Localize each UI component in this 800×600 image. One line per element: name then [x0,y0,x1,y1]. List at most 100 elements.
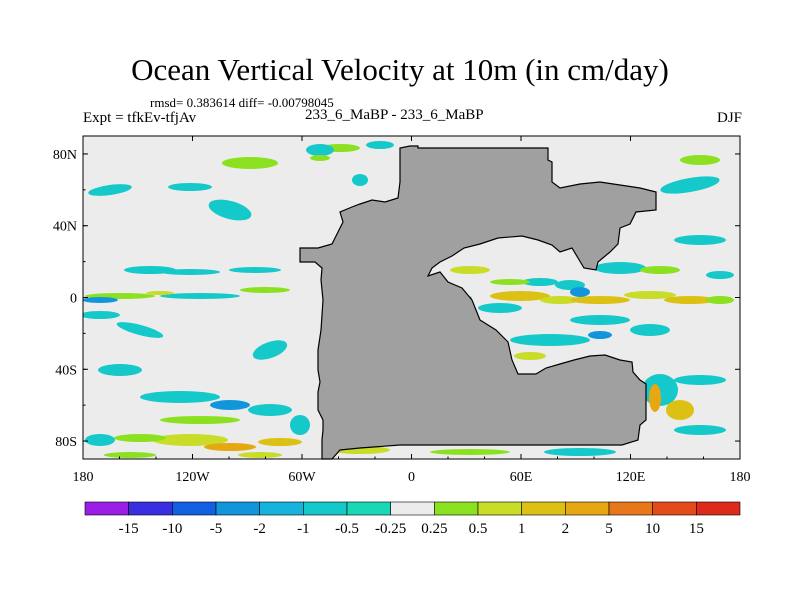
case-label: 233_6_MaBP - 233_6_MaBP [305,107,484,123]
colorbar-swatch [84,501,129,516]
anomaly-patch [83,311,120,319]
colorbar-swatch [608,501,653,516]
anomaly-patch [588,331,612,339]
anomaly-patch [114,434,166,442]
anomaly-patch [544,448,616,456]
anomaly-patch [160,293,240,299]
y-tick-label: 0 [70,292,77,307]
anomaly-patch [222,157,278,169]
colorbar-swatch [303,501,348,516]
anomaly-patch [660,176,720,194]
colorbar-label: 0.5 [469,521,488,537]
anomaly-patch [88,184,132,196]
season-label: DJF [716,110,742,126]
anomaly-patch [146,291,174,295]
anomaly-patch [594,262,646,274]
anomaly-patch [570,296,630,304]
colorbar-swatch [259,501,304,516]
anomaly-patch [290,415,310,435]
colorbar-label: -5 [210,521,223,537]
anomaly-patch [310,155,330,161]
anomaly-patch [248,404,292,416]
anomaly-patch [85,434,115,446]
colorbar-swatch [390,501,435,516]
anomaly-patch [140,391,220,403]
anomaly-patch [98,364,142,376]
anomaly-patch [490,291,550,301]
colorbar-swatch [652,501,697,516]
stats-label: rmsd= 0.383614 diff= -0.00798045 [150,95,334,110]
anomaly-patch [210,400,250,410]
anomaly-patch [430,449,510,455]
colorbar-label: 2 [562,521,570,537]
anomaly-patch [258,438,302,446]
colorbar-label: -0.25 [375,521,406,537]
plot-area [83,136,740,460]
colorbar-swatch [128,501,173,516]
colorbar-label: 10 [645,521,660,537]
colorbar-swatch [346,501,391,516]
anomaly-patch [160,416,240,424]
anomaly-patch [624,291,676,299]
y-axis: 80N 40N 0 40S 80S [53,148,740,450]
colorbar-label: 1 [518,521,526,537]
anomaly-patch [306,144,334,156]
x-axis: 180 120W 60W 0 60E 120E 180 [73,136,751,485]
anomaly-patch [674,425,726,435]
x-tick-label: 60W [288,470,316,485]
anomaly-patch [706,296,734,304]
anomaly-patch [478,303,522,313]
anomaly-patch [240,287,290,293]
x-tick-label: 0 [408,470,415,485]
colorbar-label: 0.25 [421,521,447,537]
anomaly-patch [204,443,256,451]
anomaly-patch [680,155,720,165]
colorbar-label: -10 [162,521,182,537]
x-tick-label: 60E [510,470,533,485]
anomaly-patch [252,340,288,360]
anomaly-patch [450,266,490,274]
x-tick-label: 180 [730,470,751,485]
y-tick-label: 40S [55,363,77,378]
anomaly-patch [152,434,228,446]
colorbar-swatch [521,501,566,516]
anomaly-patch [490,279,530,285]
colorbar-swatch [215,501,260,516]
anomaly-patch [168,183,212,191]
colorbar-label: -2 [253,521,266,537]
anomaly-patch [83,297,118,303]
y-tick-label: 40N [53,220,77,235]
anomaly-patch [238,452,282,458]
anomaly-patch [674,235,726,245]
anomaly-patch [522,278,558,286]
anomaly-patch [630,324,670,336]
anomaly-patch [706,271,734,279]
colorbar-label: 5 [605,521,613,537]
y-tick-label: 80N [53,148,77,163]
x-tick-label: 180 [73,470,94,485]
chart-title: Ocean Vertical Velocity at 10m (in cm/da… [131,52,669,87]
colorbar-swatch [434,501,479,516]
anomaly-patch [666,400,694,420]
anomaly-patch [160,269,220,275]
colorbar-swatch [565,501,610,516]
anomaly-patch [208,199,252,221]
land-mass [299,145,657,460]
anomaly-patch [640,266,680,274]
anomaly-patch [664,296,716,304]
colorbar-label: 15 [689,521,704,537]
anomaly-patch [540,296,580,304]
colorbar-label: -15 [119,521,139,537]
colorbar-swatch [172,501,217,516]
colorbar-label: -1 [297,521,310,537]
anomaly-patch [649,384,661,412]
colorbar-swatch [477,501,522,516]
anomaly-patch [104,452,156,458]
y-tick-label: 80S [55,435,77,450]
anomaly-patch [570,287,590,297]
anomaly-patch [674,375,726,385]
anomaly-patch [514,352,546,360]
colorbar-label: -0.5 [335,521,359,537]
x-tick-label: 120E [616,470,646,485]
